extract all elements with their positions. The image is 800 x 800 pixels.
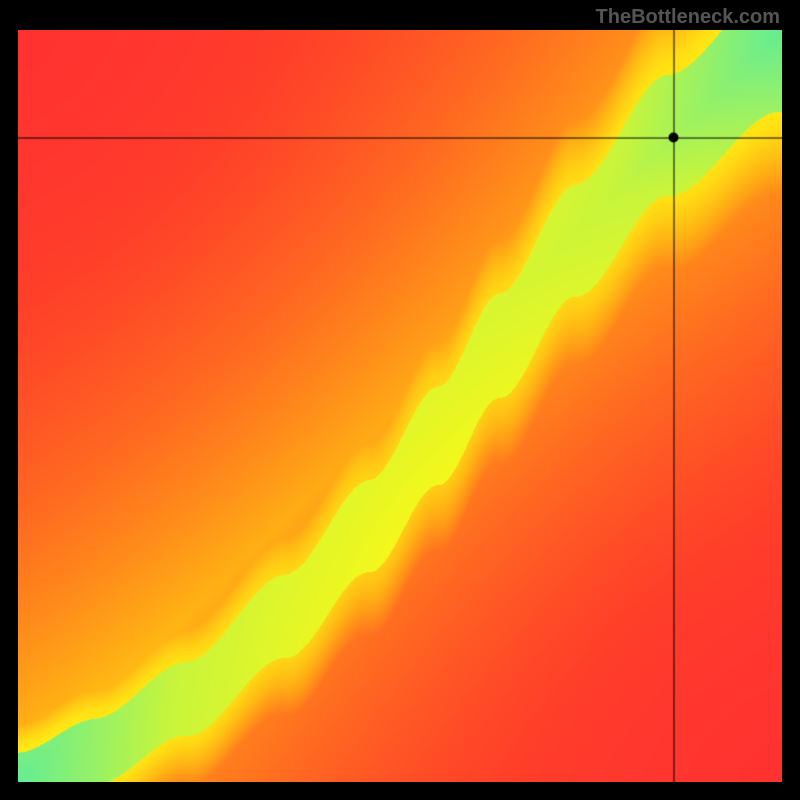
- heatmap-plot: [18, 30, 782, 782]
- heatmap-canvas: [18, 30, 782, 782]
- watermark-text: TheBottleneck.com: [596, 6, 780, 29]
- chart-container: TheBottleneck.com: [0, 0, 800, 800]
